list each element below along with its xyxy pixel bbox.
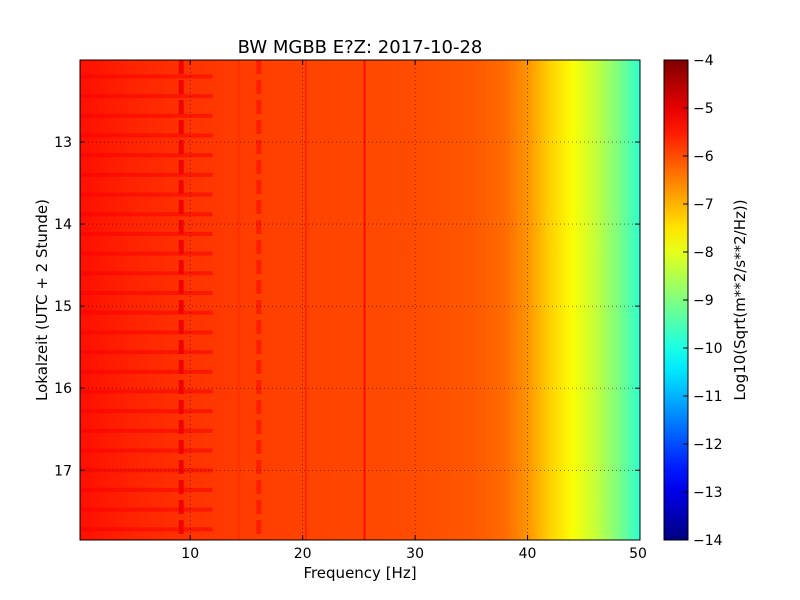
periodic-band <box>80 350 213 355</box>
colorbar-tick-label: −11 <box>693 389 723 405</box>
periodic-band <box>80 468 213 473</box>
colorbar-tick-label: −9 <box>693 293 714 309</box>
colorbar-tick-label: −5 <box>693 101 714 117</box>
periodic-band <box>80 310 213 315</box>
x-tick-label: 50 <box>629 546 647 562</box>
colorbar-tick-label: −12 <box>693 437 723 453</box>
x-axis-ticks: 10 20 30 40 50 <box>181 60 647 562</box>
periodic-band <box>80 409 213 414</box>
y-axis-label: Lokalzeit (UTC + 2 Stunde) <box>33 199 51 401</box>
periodic-band <box>80 113 213 118</box>
periodic-band <box>80 94 213 99</box>
colorbar-tick-label: −8 <box>693 245 714 261</box>
x-axis-label: Frequency [Hz] <box>303 564 416 582</box>
colorbar-tick-label: −6 <box>693 149 714 165</box>
grid-lines <box>80 60 640 540</box>
periodic-band <box>80 192 213 197</box>
periodic-band <box>80 330 213 335</box>
periodic-band <box>80 369 213 374</box>
chart-title: BW MGBB E?Z: 2017-10-28 <box>238 37 483 58</box>
x-tick-label: 30 <box>406 546 424 562</box>
x-tick-label: 20 <box>294 546 312 562</box>
y-tick-label: 15 <box>54 299 72 315</box>
periodic-band <box>80 448 213 453</box>
x-tick-label: 10 <box>181 546 199 562</box>
periodic-band <box>80 507 213 512</box>
y-tick-label: 14 <box>54 217 72 233</box>
x-tick-label: 40 <box>519 546 537 562</box>
colorbar-tick-label: −4 <box>693 53 714 69</box>
periodic-band <box>80 74 213 79</box>
plot-area <box>80 60 640 540</box>
colorbar-label: Log10(Sqrt(m**2/s**2/Hz)) <box>731 199 749 400</box>
periodic-bands <box>80 74 213 532</box>
periodic-band <box>80 271 213 276</box>
colorbar-tick-label: −14 <box>693 533 723 549</box>
periodic-band <box>80 153 213 158</box>
spectrogram-background <box>80 60 640 540</box>
spectral-lines <box>178 60 366 540</box>
periodic-band <box>80 389 213 394</box>
y-tick-label: 13 <box>54 135 72 151</box>
periodic-band <box>80 527 213 532</box>
periodic-band <box>80 231 213 236</box>
y-axis-ticks: 13 14 15 16 17 <box>54 135 640 479</box>
periodic-band <box>80 291 213 295</box>
plot-frame <box>79 59 641 541</box>
periodic-band <box>80 487 213 492</box>
colorbar-tick-label: −10 <box>693 341 723 357</box>
periodic-band <box>80 133 213 138</box>
periodic-band <box>80 172 213 177</box>
colorbar-tick-label: −7 <box>693 197 714 213</box>
periodic-band <box>80 212 213 217</box>
y-tick-label: 17 <box>54 463 72 479</box>
periodic-band <box>80 251 213 256</box>
y-tick-label: 16 <box>54 381 72 397</box>
periodic-band <box>80 428 213 433</box>
colorbar-tick-label: −13 <box>693 485 723 501</box>
colorbar-ticks: −4 −5 −6 −7 −8 −9 −10 −11 −12 −13 −14 <box>683 53 723 549</box>
